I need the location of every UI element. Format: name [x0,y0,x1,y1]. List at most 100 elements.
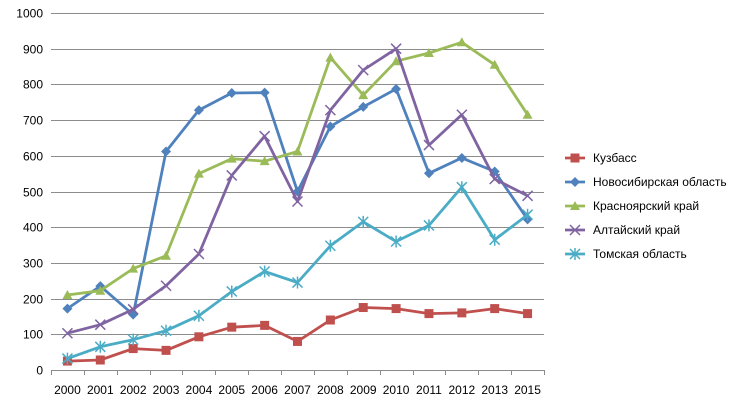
diamond-marker [193,105,204,116]
x-tick-label: 2006 [251,383,278,397]
x-tick-label: 2012 [448,383,475,397]
x-tick-label: 2009 [350,383,377,397]
x-tick-label: 2007 [284,383,311,397]
square-marker [490,304,500,314]
x-marker [226,169,238,181]
star-marker [127,333,139,346]
series-lines [61,37,534,366]
legend-item: Кузбасс [565,151,637,165]
diamond-marker [358,101,369,112]
star-marker [291,276,304,289]
triangle-marker [226,153,237,163]
y-tick-label: 400 [23,221,43,235]
x-tick-label: 2010 [383,383,410,397]
x-marker [291,195,304,208]
triangle-marker [292,146,303,156]
star-marker [324,239,336,252]
y-tick-label: 700 [23,114,43,128]
y-tick-label: 1000 [16,7,43,21]
y-tick-label: 0 [36,364,43,378]
y-tick-label: 500 [23,186,43,200]
x-marker [127,303,139,315]
legend-label: Кузбасс [593,151,637,165]
axes: 0 100 200 300 400 500 600 700 800 900 1000 2000 2001… [16,7,545,397]
legend: Кузбасс Новосибирская область Красноярский… [565,151,727,261]
x-tick-label: 2002 [120,383,147,397]
x-marker [94,319,106,331]
square-marker [523,309,533,319]
x-tick-label: 2004 [186,383,213,397]
square-marker [128,344,138,354]
triangle-marker [522,109,533,119]
series-line [67,40,529,297]
x-marker [569,224,581,236]
star-marker [390,235,402,248]
square-marker [325,315,335,325]
legend-label: Красноярский край [593,199,699,213]
star-marker [357,215,369,228]
x-marker [160,280,172,292]
legend-label: Алтайский край [593,223,680,237]
x-tick-label: 2001 [87,383,114,397]
triangle-marker [358,90,369,100]
square-marker [457,308,467,318]
y-tick-label: 800 [23,78,43,92]
square-marker [570,153,580,163]
y-tick-label: 300 [23,257,43,271]
triangle-marker [391,56,402,66]
square-marker [260,320,270,330]
star-marker [423,219,435,232]
diamond-marker [259,87,270,98]
star-marker [94,340,106,353]
diamond-marker [161,146,172,157]
legend-label: Томская область [593,247,687,261]
diamond-marker [391,84,402,95]
legend-item: Новосибирская область [565,175,727,189]
diamond-marker [325,121,336,132]
triangle-marker [95,285,106,295]
y-tick-label: 600 [23,150,43,164]
diamond-marker [456,152,467,163]
x-marker [259,130,271,142]
x-tick-label: 2015 [514,383,541,397]
series-4 [61,181,534,365]
star-marker [259,265,271,278]
triangle-marker [325,52,336,62]
series-2 [62,37,533,300]
square-marker [95,355,105,365]
star-marker [522,208,534,221]
x-marker [357,64,369,76]
star-marker [61,352,73,365]
square-marker [424,309,434,319]
triangle-marker [128,263,139,273]
y-tick-label: 200 [23,293,43,307]
x-marker [456,109,468,121]
triangle-marker [423,47,434,57]
square-marker [227,322,237,332]
legend-item: Алтайский край [565,223,680,237]
triangle-marker [489,59,500,69]
diamond-marker [62,303,73,314]
x-marker [193,248,205,260]
square-marker [293,336,302,346]
x-tick-label: 2008 [317,383,344,397]
legend-item: Томская область [565,247,687,261]
x-tick-label: 2003 [153,383,180,397]
diamond-marker [570,177,580,187]
x-marker [522,190,534,202]
star-marker [569,248,581,260]
square-marker [358,303,368,313]
star-marker [489,233,501,246]
legend-item: Красноярский край [565,199,699,213]
x-marker [390,43,402,55]
triangle-marker [161,250,172,260]
x-marker [324,104,336,116]
star-marker [160,324,172,337]
x-tick-label: 2011 [416,383,442,397]
x-tick-label: 2005 [218,383,245,397]
star-marker [456,181,468,194]
x-marker [423,139,435,151]
star-marker [226,285,238,298]
legend-label: Новосибирская область [593,175,727,189]
